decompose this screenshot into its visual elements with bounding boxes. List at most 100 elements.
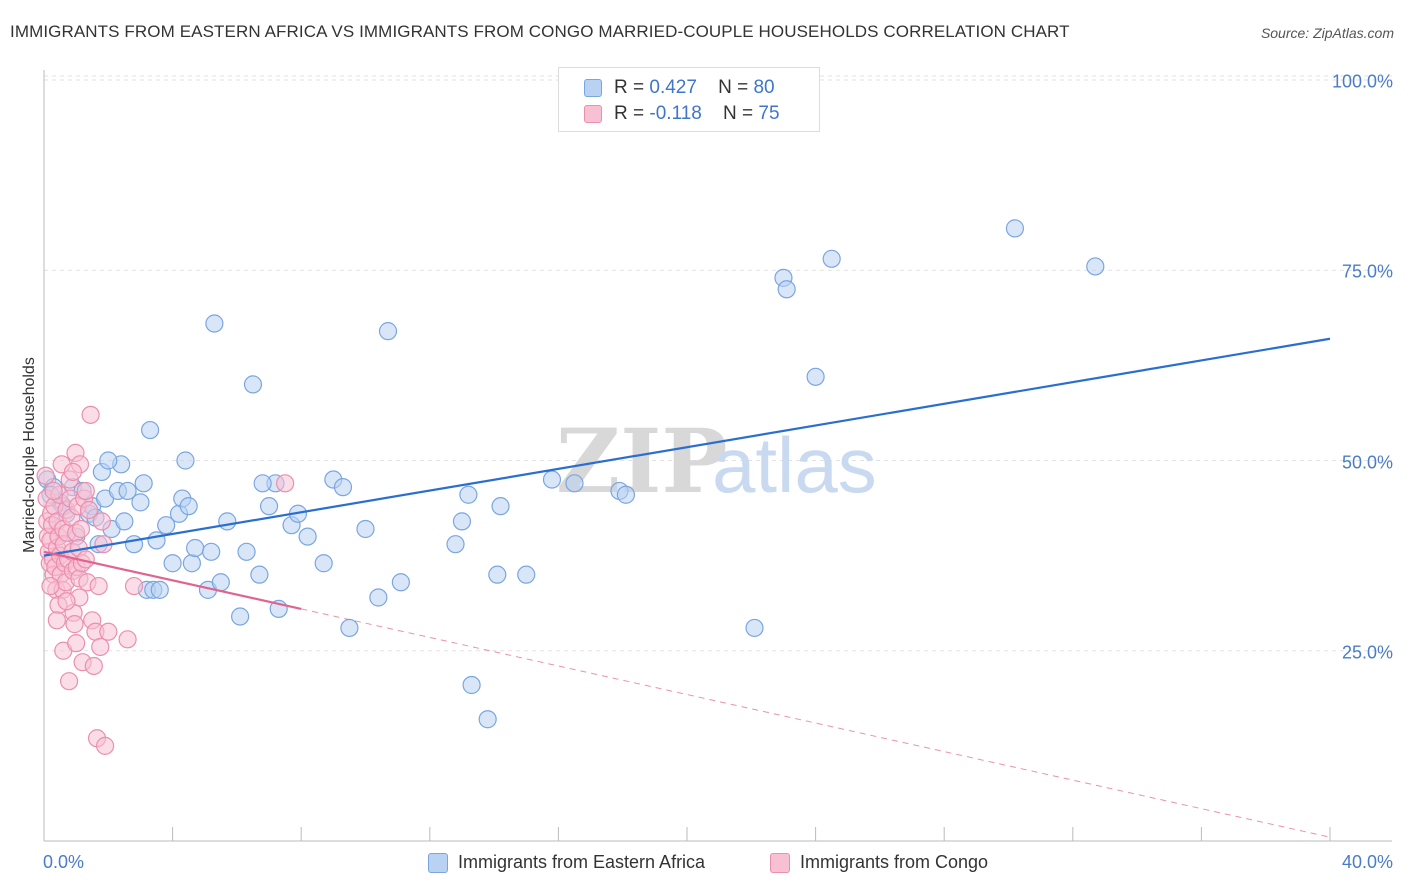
eastern-africa-point <box>186 538 205 558</box>
congo-point <box>95 736 115 755</box>
eastern-africa-point <box>250 565 269 584</box>
eastern-africa-point <box>179 497 198 516</box>
congo-point <box>44 481 63 501</box>
congo-point <box>41 576 60 596</box>
eastern-africa-point <box>205 314 224 333</box>
eastern-africa-point <box>517 565 536 584</box>
legend-r-label: R = <box>614 103 645 124</box>
congo-point <box>76 481 95 501</box>
eastern-africa-point <box>565 474 584 493</box>
eastern-africa-point <box>745 618 764 638</box>
eastern-africa-point <box>369 588 388 607</box>
legend-stats: R = 0.427 N = 80 R = -0.118 N = 75 <box>558 67 820 132</box>
eastern-africa-point <box>140 420 160 440</box>
eastern-africa-point <box>259 497 279 516</box>
legend-label-eastern-africa: Immigrants from Eastern Africa <box>458 852 706 872</box>
eastern-africa-point <box>616 485 636 504</box>
x-tick-label-min: 0.0% <box>43 852 85 872</box>
chart-source: Source: ZipAtlas.com <box>1260 25 1394 41</box>
legend-item-eastern-africa[interactable]: Immigrants from Eastern Africa <box>428 852 705 873</box>
eastern-africa-point <box>356 519 375 539</box>
eastern-africa-point <box>378 322 398 341</box>
congo-point <box>118 630 137 649</box>
eastern-africa-point <box>298 527 317 546</box>
watermark-atlas: atlas <box>712 421 877 509</box>
congo-point <box>63 462 83 482</box>
legend-r-value: -0.118 <box>649 103 702 124</box>
eastern-africa-point <box>211 573 230 592</box>
watermark-zip: ZIP <box>556 409 728 513</box>
y-tick-label: 75.0% <box>1341 261 1393 282</box>
congo-point <box>92 512 111 531</box>
eastern-africa-point <box>134 474 153 493</box>
congo-point <box>65 615 84 634</box>
eastern-africa-point <box>314 554 333 573</box>
eastern-africa-point <box>243 375 263 394</box>
eastern-africa-point <box>488 565 507 584</box>
legend-n-label: N = <box>718 77 749 98</box>
legend-stat-row-eastern-africa: R = 0.427 N = 80 <box>584 77 775 99</box>
eastern-africa-point <box>253 474 272 493</box>
eastern-africa-point <box>542 470 562 489</box>
eastern-africa-point <box>1005 219 1025 238</box>
legend-r-value: 0.427 <box>649 77 697 98</box>
eastern-africa-point <box>237 542 256 561</box>
eastern-africa-point <box>446 535 465 554</box>
congo-point <box>67 634 86 653</box>
eastern-africa-point <box>182 554 201 573</box>
x-tick-label-max: 40.0% <box>1341 852 1393 872</box>
eastern-africa-point <box>176 451 195 470</box>
legend-r-label: R = <box>614 77 645 98</box>
eastern-africa-point <box>163 554 182 573</box>
eastern-africa-point <box>131 493 150 512</box>
eastern-africa-point <box>777 280 796 299</box>
congo-point <box>99 622 118 641</box>
eastern-africa-point <box>391 573 410 592</box>
congo-point <box>91 637 110 657</box>
legend-swatch-eastern-africa <box>584 79 602 97</box>
eastern-africa-point <box>822 249 841 268</box>
legend-item-congo[interactable]: Immigrants from Congo <box>770 852 988 873</box>
congo-point <box>36 466 55 485</box>
congo-point <box>84 656 103 676</box>
legend-stat-row-congo: R = -0.118 N = 75 <box>584 103 780 125</box>
legend-swatch-congo <box>770 852 790 873</box>
eastern-africa-point <box>462 675 481 695</box>
legend-swatch-eastern-africa <box>428 852 448 873</box>
y-tick-label: 25.0% <box>1341 642 1393 663</box>
eastern-africa-point <box>118 481 137 501</box>
congo-point <box>47 611 66 630</box>
congo-point <box>81 405 100 424</box>
congo-point <box>59 672 79 691</box>
eastern-africa-point <box>1086 257 1105 276</box>
eastern-africa-point <box>478 710 497 729</box>
congo-point <box>276 474 295 493</box>
congo-point <box>89 576 108 596</box>
y-tick-label: 100.0% <box>1331 71 1393 92</box>
eastern-africa-point <box>218 512 237 531</box>
legend-n-label: N = <box>722 103 754 124</box>
eastern-africa-point <box>491 497 510 516</box>
eastern-africa-point <box>115 512 134 531</box>
legend-n-value: 80 <box>753 77 775 98</box>
congo-point <box>57 592 76 611</box>
eastern-africa-point <box>157 516 176 535</box>
congo-point <box>124 576 144 596</box>
eastern-africa-point <box>150 580 169 599</box>
eastern-africa-point <box>99 451 118 470</box>
eastern-africa-point <box>124 535 144 554</box>
eastern-africa-point <box>459 485 478 504</box>
legend-label-congo: Immigrants from Congo <box>800 852 989 872</box>
congo-point <box>79 500 99 520</box>
eastern-africa-point <box>452 512 472 531</box>
eastern-africa-point <box>340 618 359 638</box>
eastern-africa-point <box>806 367 825 386</box>
chart-title: IMMIGRANTS FROM EASTERN AFRICA VS IMMIGR… <box>10 22 1070 41</box>
legend-n-value: 75 <box>758 103 780 124</box>
congo-point <box>71 519 91 539</box>
legend-swatch-congo <box>584 105 602 123</box>
eastern-africa-trend-line <box>43 337 1331 557</box>
y-tick-label: 50.0% <box>1341 452 1393 472</box>
eastern-africa-point <box>147 531 166 550</box>
